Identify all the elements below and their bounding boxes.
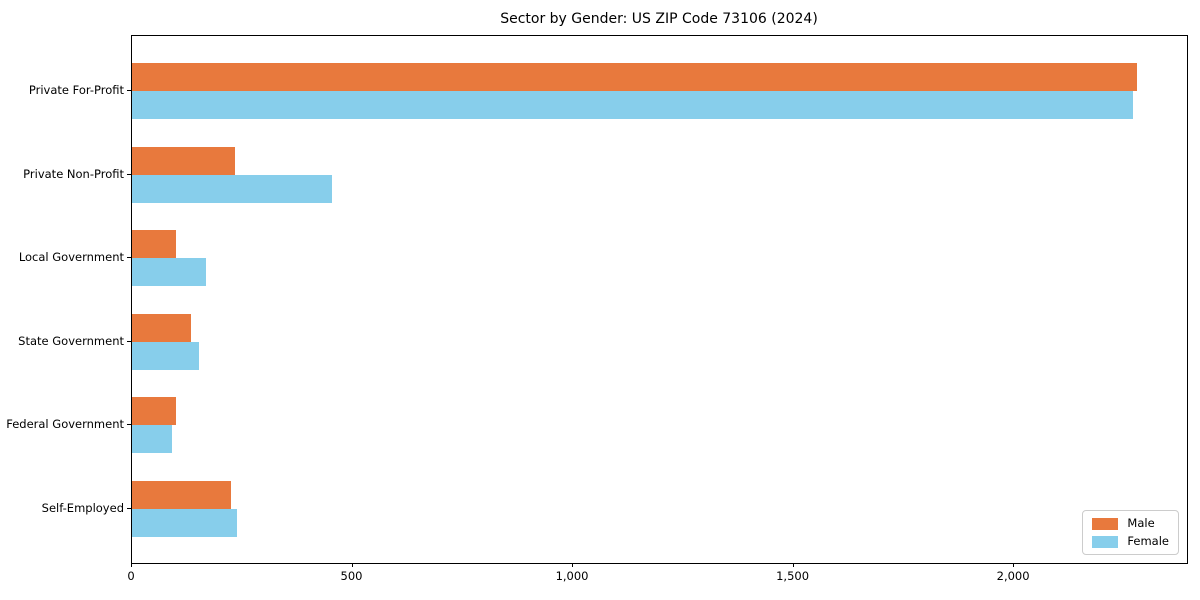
y-axis-label-state-government: State Government [18, 333, 124, 348]
bar-male-local-government [132, 230, 177, 259]
x-tick-mark [351, 563, 353, 567]
y-tick-mark [127, 508, 131, 509]
x-tick-mark [792, 563, 794, 567]
y-tick-mark [127, 424, 131, 426]
x-tick-label-1000: 1,000 [555, 569, 589, 583]
legend-item-female: Female [1092, 535, 1169, 548]
bar-male-federal-government [132, 397, 177, 426]
x-tick-label-1500: 1,500 [776, 569, 810, 583]
legend-swatch-male [1092, 517, 1119, 530]
bar-female-self-employed [132, 509, 237, 537]
bar-female-local-government [132, 258, 207, 287]
bar-male-private-non-profit [132, 146, 235, 175]
plot-area: Male Female [131, 35, 1188, 564]
bar-male-self-employed [132, 481, 231, 509]
y-axis-label-private-non-profit: Private Non-Profit [23, 166, 124, 181]
y-tick-mark [127, 340, 131, 342]
x-tick-label-2000: 2,000 [996, 569, 1030, 583]
legend-label: Male [1127, 516, 1155, 530]
bar-male-private-for-profit [132, 63, 1137, 91]
x-tick-mark [131, 563, 132, 567]
x-tick-label-500: 500 [340, 569, 363, 583]
y-tick-mark [127, 90, 131, 91]
chart-title: Sector by Gender: US ZIP Code 73106 (202… [500, 11, 818, 27]
legend-swatch-female [1092, 535, 1119, 548]
y-axis-label-self-employed: Self-Employed [41, 501, 124, 515]
x-tick-label-0: 0 [127, 569, 135, 583]
y-tick-mark [127, 257, 131, 259]
y-axis-label-local-government: Local Government [18, 250, 124, 265]
y-axis-label-federal-government: Federal Government [6, 417, 124, 432]
bar-male-state-government [132, 313, 192, 342]
y-axis-label-private-for-profit: Private For-Profit [28, 83, 124, 97]
x-tick-mark [1013, 563, 1015, 567]
legend-item-male: Male [1092, 517, 1169, 530]
legend: Male Female [1082, 510, 1179, 555]
bar-female-private-for-profit [132, 91, 1134, 119]
x-tick-mark [572, 563, 574, 567]
bar-female-federal-government [132, 425, 172, 454]
bar-female-private-non-profit [132, 174, 332, 203]
legend-label: Female [1127, 534, 1169, 548]
bar-female-state-government [132, 341, 200, 370]
y-tick-mark [127, 173, 131, 175]
